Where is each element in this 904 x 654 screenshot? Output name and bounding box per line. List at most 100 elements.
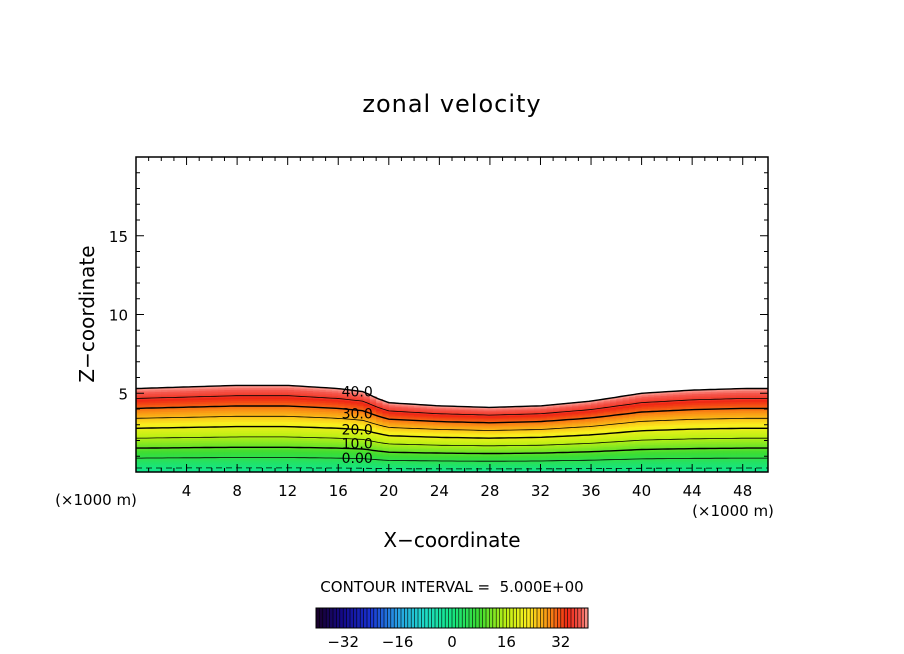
field-cell <box>483 407 491 410</box>
field-cell <box>294 438 301 441</box>
field-cell <box>458 437 466 440</box>
field-cell <box>420 444 428 447</box>
field-cell <box>496 411 504 414</box>
field-cell <box>540 417 548 420</box>
colorbar-cell <box>547 608 551 628</box>
field-cell <box>685 450 693 454</box>
field-cell <box>382 419 390 423</box>
field-cell <box>205 440 213 443</box>
field-cell <box>597 399 605 402</box>
field-cell <box>673 435 681 438</box>
field-cell <box>237 447 245 451</box>
field-cell <box>698 459 706 462</box>
field-cell <box>161 440 169 444</box>
field-cell <box>477 431 485 434</box>
field-cell <box>376 464 384 467</box>
field-cell <box>673 468 681 471</box>
colorbar-cell <box>377 608 381 628</box>
field-cell <box>742 442 750 446</box>
field-cell <box>224 436 232 439</box>
field-cell <box>230 438 238 441</box>
field-cell <box>161 407 169 411</box>
colorbar-tick-label: −16 <box>382 633 414 651</box>
field-cell <box>243 430 251 434</box>
field-cell <box>401 442 409 445</box>
field-cell <box>249 430 257 434</box>
field-cell <box>559 469 567 472</box>
field-cell <box>698 391 706 394</box>
field-cell <box>300 458 308 462</box>
field-cell <box>470 446 478 449</box>
field-cell <box>369 463 377 467</box>
field-cell <box>148 462 156 466</box>
field-cell <box>357 440 365 443</box>
field-cell <box>218 436 226 439</box>
field-cell <box>584 444 592 447</box>
field-cell <box>641 427 649 430</box>
field-cell <box>572 404 579 407</box>
field-cell <box>711 394 719 398</box>
field-cell <box>534 466 542 469</box>
field-cell <box>622 442 630 445</box>
field-cell <box>572 426 579 429</box>
field-cell <box>628 401 636 404</box>
field-cell <box>692 439 700 443</box>
field-cell <box>243 415 251 418</box>
field-cell <box>420 404 428 407</box>
field-cell <box>186 416 194 419</box>
field-cell <box>312 468 320 471</box>
field-cell <box>578 403 586 406</box>
field-cell <box>382 467 390 470</box>
field-cell <box>666 452 674 456</box>
field-cell <box>243 406 251 409</box>
field-cell <box>161 442 169 446</box>
field-cell <box>534 430 542 433</box>
field-cell <box>319 460 327 464</box>
field-cell <box>237 391 245 394</box>
field-cell <box>173 433 181 436</box>
field-cell <box>401 433 409 436</box>
field-cell <box>508 425 516 428</box>
field-cell <box>521 453 529 456</box>
field-cell <box>673 436 681 440</box>
field-cell <box>433 437 440 440</box>
field-cell <box>730 396 737 399</box>
field-cell <box>483 450 491 453</box>
field-cell <box>382 418 390 421</box>
field-cell <box>635 403 643 407</box>
field-cell <box>161 404 169 407</box>
field-cell <box>597 451 605 454</box>
field-cell <box>439 467 447 470</box>
field-cell <box>730 464 737 468</box>
field-cell <box>420 453 428 456</box>
field-cell <box>635 397 643 400</box>
field-cell <box>660 424 668 428</box>
field-cell <box>622 395 630 398</box>
field-cell <box>730 468 737 471</box>
field-cell <box>369 419 377 422</box>
field-cell <box>357 426 365 429</box>
field-cell <box>300 470 308 472</box>
field-cell <box>445 406 453 409</box>
field-cell <box>553 416 561 419</box>
field-cell <box>546 444 554 447</box>
field-cell <box>666 457 674 461</box>
field-cell <box>597 401 605 404</box>
colorbar-cell <box>407 608 412 628</box>
field-cell <box>338 435 346 439</box>
field-cell <box>578 408 586 411</box>
field-cell <box>572 459 579 463</box>
field-cell <box>414 442 421 445</box>
field-cell <box>597 404 605 407</box>
field-cell <box>357 435 365 438</box>
field-cell <box>148 448 156 451</box>
field-cell <box>660 430 668 433</box>
field-cell <box>515 433 523 436</box>
field-cell <box>635 470 643 472</box>
field-cell <box>414 417 421 420</box>
field-cell <box>294 449 301 453</box>
field-cell <box>186 468 194 471</box>
field-cell <box>660 445 668 449</box>
field-cell <box>243 385 251 388</box>
field-cell <box>584 430 592 433</box>
